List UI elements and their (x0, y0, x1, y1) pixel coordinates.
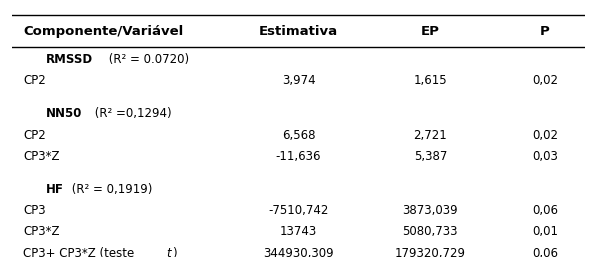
Text: 0,02: 0,02 (532, 75, 558, 87)
Text: CP3+ CP3*Z (teste: CP3+ CP3*Z (teste (23, 247, 139, 257)
Text: 5080,733: 5080,733 (402, 225, 458, 238)
Text: 13743: 13743 (280, 225, 317, 238)
Text: t: t (166, 247, 171, 257)
Text: 0,06: 0,06 (532, 204, 558, 217)
Text: HF: HF (47, 182, 64, 196)
Text: (R² =0,1294): (R² =0,1294) (91, 107, 172, 120)
Text: P: P (540, 25, 550, 38)
Text: 1,615: 1,615 (414, 75, 447, 87)
Text: 3873,039: 3873,039 (402, 204, 458, 217)
Text: CP3*Z: CP3*Z (23, 225, 60, 238)
Text: (R² = 0.0720): (R² = 0.0720) (104, 53, 189, 66)
Text: Componente/Variável: Componente/Variável (23, 25, 184, 38)
Text: ): ) (171, 247, 176, 257)
Text: CP2: CP2 (23, 128, 46, 142)
Text: Estimativa: Estimativa (259, 25, 338, 38)
Text: CP3: CP3 (23, 204, 46, 217)
Text: EP: EP (421, 25, 440, 38)
Text: NN50: NN50 (47, 107, 83, 120)
Text: -11,636: -11,636 (276, 150, 321, 163)
Text: (R² = 0,1919): (R² = 0,1919) (69, 182, 153, 196)
Text: 0,03: 0,03 (532, 150, 558, 163)
Text: CP3*Z: CP3*Z (23, 150, 60, 163)
Text: 179320,729: 179320,729 (395, 247, 466, 257)
Text: 6,568: 6,568 (282, 128, 315, 142)
Text: 3,974: 3,974 (282, 75, 315, 87)
Text: 0,02: 0,02 (532, 128, 558, 142)
Text: 0,01: 0,01 (532, 225, 558, 238)
Text: 344930,309: 344930,309 (263, 247, 334, 257)
Text: 5,387: 5,387 (414, 150, 447, 163)
Text: 2,721: 2,721 (414, 128, 447, 142)
Text: -7510,742: -7510,742 (268, 204, 329, 217)
Text: 0,06: 0,06 (532, 247, 558, 257)
Text: RMSSD: RMSSD (47, 53, 94, 66)
Text: CP2: CP2 (23, 75, 46, 87)
